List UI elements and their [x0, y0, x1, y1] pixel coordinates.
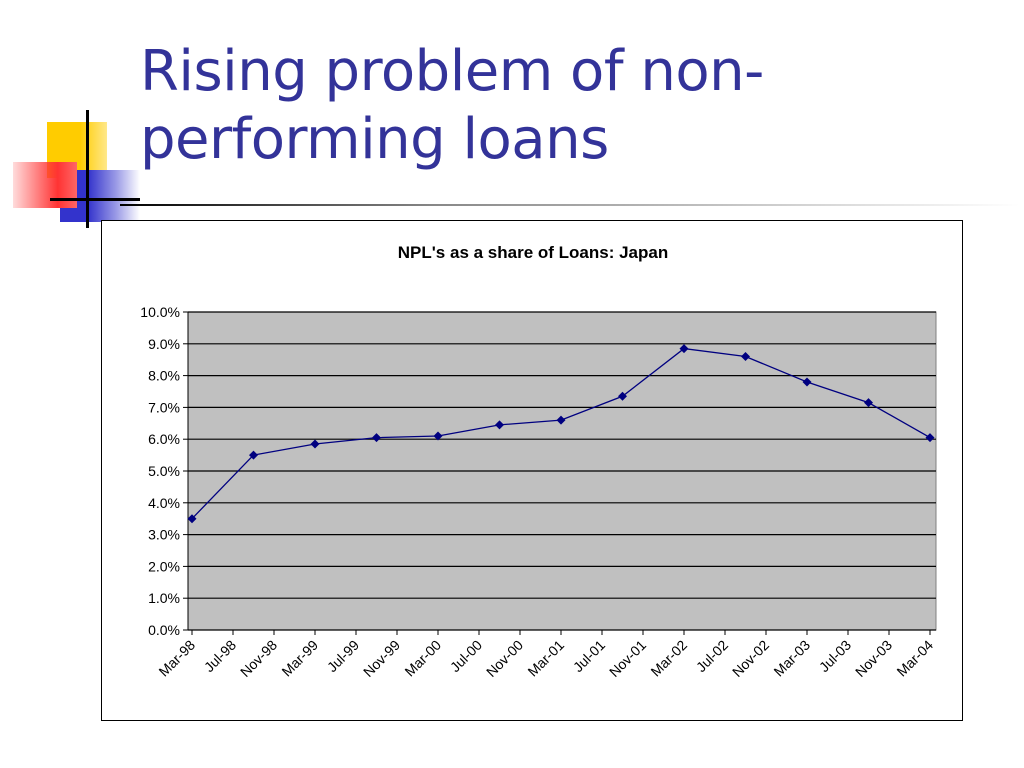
- x-tick-label: Mar-04: [893, 637, 936, 680]
- x-tick-label: Nov-01: [606, 637, 649, 680]
- data-point: [925, 433, 935, 443]
- y-tick-label: 4.0%: [148, 495, 180, 511]
- y-tick-label: 7.0%: [148, 399, 180, 415]
- x-tick-label: Nov-03: [852, 637, 895, 680]
- data-point: [187, 514, 197, 524]
- slide-title-line-2: performing loans: [140, 107, 609, 172]
- y-tick-label: 0.0%: [148, 622, 180, 638]
- data-point: [433, 431, 443, 441]
- chart-title: NPL's as a share of Loans: Japan: [398, 243, 668, 262]
- deco-horizontal-line: [50, 198, 140, 201]
- y-tick-label: 5.0%: [148, 463, 180, 479]
- x-tick-label: Jul-00: [447, 637, 485, 675]
- x-tick-label: Nov-00: [483, 637, 526, 680]
- deco-vertical-line: [86, 110, 89, 228]
- x-tick-label: Mar-02: [647, 637, 690, 680]
- data-point: [679, 344, 689, 354]
- y-tick-label: 3.0%: [148, 527, 180, 543]
- x-tick-label: Nov-02: [729, 637, 772, 680]
- x-tick-label: Jul-03: [816, 637, 854, 675]
- slide-title: Rising problem of non- performing loans: [140, 38, 1000, 174]
- y-tick-label: 2.0%: [148, 558, 180, 574]
- data-point: [864, 398, 873, 408]
- y-tick-label: 10.0%: [140, 304, 180, 320]
- data-point: [249, 450, 258, 460]
- deco-red-square: [13, 162, 77, 208]
- data-point: [741, 352, 750, 362]
- y-tick-label: 6.0%: [148, 431, 180, 447]
- y-tick-label: 1.0%: [148, 590, 180, 606]
- x-tick-label: Mar-00: [401, 637, 444, 680]
- chart-frame: NPL's as a share of Loans: Japan 0.0% 1.0…: [101, 220, 963, 721]
- x-tick-label: Mar-99: [278, 637, 321, 680]
- title-underline: [120, 204, 1020, 206]
- x-tick-label: Jul-99: [324, 637, 362, 675]
- x-tick-label: Jul-98: [201, 637, 239, 675]
- x-tick-label: Mar-01: [524, 637, 567, 680]
- data-point: [618, 391, 627, 401]
- x-tick-label: Jul-01: [570, 637, 608, 675]
- data-point: [495, 420, 504, 430]
- x-tick-label: Mar-03: [770, 637, 813, 680]
- data-point: [556, 415, 566, 425]
- npl-line-chart: NPL's as a share of Loans: Japan 0.0% 1.0…: [140, 243, 937, 680]
- slide-title-line-1: Rising problem of non-: [140, 39, 764, 104]
- x-tick-label: Nov-98: [237, 637, 280, 680]
- x-tick-label: Jul-02: [693, 637, 731, 675]
- y-tick-label: 9.0%: [148, 336, 180, 352]
- x-tick-label: Mar-98: [155, 637, 198, 680]
- data-point: [802, 377, 812, 387]
- data-point: [372, 433, 381, 443]
- y-tick-label: 8.0%: [148, 368, 180, 384]
- corner-decoration: [0, 100, 140, 240]
- x-tick-label: Nov-99: [360, 637, 403, 680]
- data-point: [310, 439, 320, 449]
